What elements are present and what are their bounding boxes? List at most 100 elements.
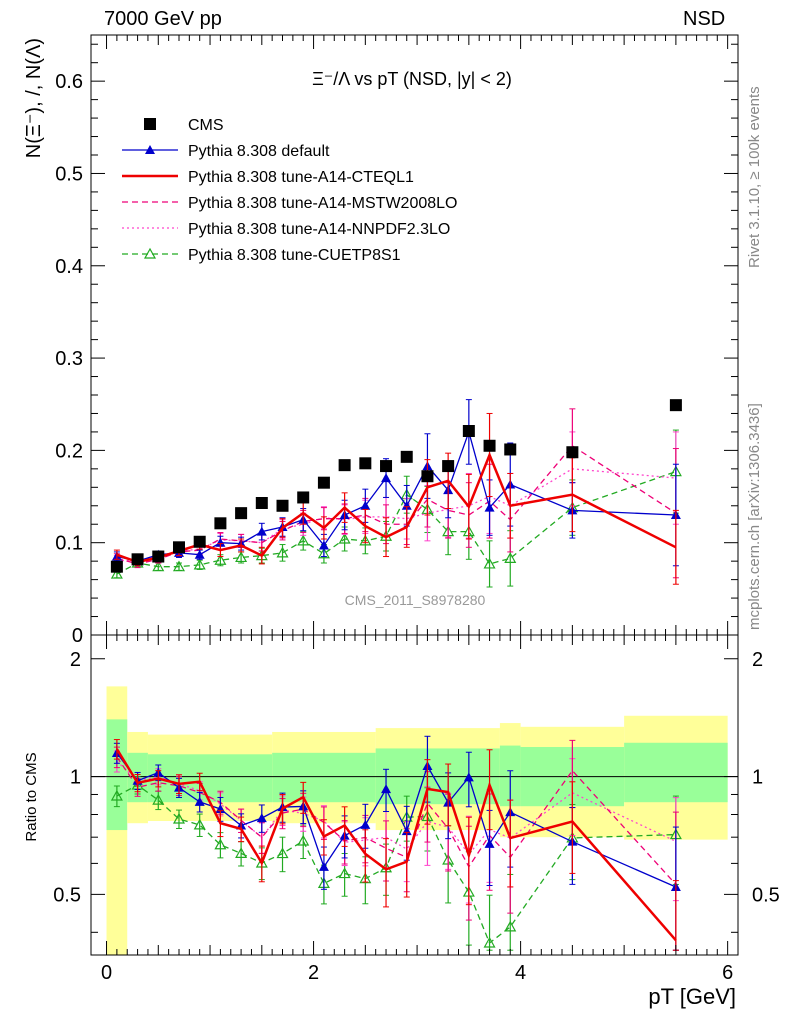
- ratio-frame: [90, 634, 739, 956]
- mc-point: [214, 553, 227, 565]
- mc-point: [214, 838, 227, 850]
- analysis-watermark: CMS_2011_S8978280: [345, 592, 486, 608]
- mc-point: [143, 247, 157, 259]
- series-line: [116, 451, 677, 564]
- legend-label: Pythia 8.308 tune-A14-MSTW2008LO: [188, 195, 457, 212]
- cms-data-point: [131, 553, 144, 566]
- mc-point: [360, 500, 371, 510]
- legend-label: Pythia 8.308 tune-CUETP8S1: [188, 247, 401, 264]
- mc-point: [194, 796, 205, 806]
- mc-point: [338, 867, 351, 879]
- uncertainty-band-green: [106, 719, 128, 831]
- x-axis-title: pT [GeV]: [648, 984, 736, 1009]
- cms-data-point: [317, 476, 330, 489]
- series-line: [116, 471, 677, 575]
- ratio-y-tick-label: 1: [70, 767, 81, 789]
- mc-point: [235, 551, 248, 563]
- mc-point: [152, 560, 165, 572]
- mc-point: [504, 552, 517, 563]
- mc-point: [483, 557, 496, 569]
- series-line: [116, 429, 676, 562]
- mc-point: [193, 558, 206, 570]
- cms-data-point: [462, 425, 475, 437]
- ratio-series-line: [116, 756, 677, 885]
- cms-data-point: [276, 499, 289, 512]
- mc-point: [338, 532, 351, 544]
- cms-data-point: [193, 535, 206, 548]
- y-tick-label: 0.1: [55, 533, 83, 555]
- cms-data-point: [400, 450, 413, 463]
- mc-point: [401, 826, 412, 836]
- y-tick-label: 0: [72, 625, 83, 647]
- mc-point: [193, 818, 206, 830]
- process-label: NSD: [683, 8, 726, 30]
- mc-point: [504, 920, 517, 932]
- y-tick-label: 0.2: [55, 440, 83, 462]
- cms-data-point: [359, 457, 372, 470]
- legend-label: CMS: [188, 117, 224, 134]
- cms-data-point: [214, 517, 227, 530]
- plot-title: Ξ⁻/Λ vs pT (NSD, |y| < 2): [312, 69, 512, 89]
- legend-label: Pythia 8.308 tune-A14-NNPDF2.3LO: [188, 221, 450, 238]
- cms-data-point: [421, 470, 434, 483]
- cms-data-point: [566, 446, 579, 459]
- mc-point: [256, 526, 267, 536]
- cms-data-point: [172, 541, 185, 554]
- y-axis-title: N(Ξ⁻), /, N(Λ): [23, 38, 45, 158]
- series-line: [116, 444, 677, 565]
- mc-point: [317, 547, 330, 559]
- mc-point: [484, 838, 495, 848]
- cms-data-point: [297, 491, 310, 504]
- mc-point: [145, 145, 155, 154]
- y-tick-label: 0.4: [55, 256, 83, 278]
- main-plot-area: [110, 399, 682, 588]
- ratio-y-tick-label-right: 1: [752, 767, 763, 789]
- mc-point: [360, 819, 371, 829]
- cms-data-point: [669, 399, 682, 412]
- mc-point: [484, 502, 495, 512]
- cms-data-point: [380, 460, 393, 473]
- ratio-series-line: [116, 784, 676, 945]
- cms-data-point: [338, 459, 351, 472]
- mc-point: [172, 560, 186, 572]
- mc-point: [235, 847, 248, 858]
- mc-point: [215, 537, 226, 547]
- x-tick-label: 0: [101, 962, 112, 984]
- ratio-y-tick-label-right: 2: [752, 649, 763, 671]
- mc-point: [359, 872, 372, 884]
- x-tick-label: 4: [515, 962, 526, 984]
- cms-data-point: [152, 550, 165, 563]
- uncertainty-band-green: [147, 754, 273, 803]
- ratio-series-line: [116, 752, 677, 888]
- ratio-series-line: [115, 748, 677, 942]
- mc-point: [401, 500, 412, 510]
- ratio-y-tick-label-right: 0.5: [752, 884, 780, 906]
- mc-point: [463, 772, 474, 782]
- mc-point: [276, 546, 289, 558]
- cms-data-point: [504, 443, 517, 456]
- legend-label: Pythia 8.308 default: [188, 143, 330, 160]
- ratio-y-axis-title: Ratio to CMS: [23, 752, 40, 841]
- mc-point: [110, 789, 123, 801]
- y-tick-label: 0.3: [55, 348, 83, 370]
- ratio-y-tick-label: 0.5: [53, 884, 81, 906]
- mc-point: [483, 936, 496, 948]
- cms-data-point: [110, 560, 123, 573]
- mc-point: [381, 784, 392, 794]
- collision-label: 7000 GeV pp: [104, 8, 222, 30]
- mc-point: [172, 812, 186, 824]
- x-tick-label: 2: [308, 962, 319, 984]
- mc-point: [318, 861, 329, 871]
- y-tick-label: 0.5: [55, 163, 83, 185]
- uncertainty-band-green: [624, 742, 728, 803]
- cms-data-point: [144, 118, 156, 130]
- y-tick-label: 0.6: [55, 71, 83, 93]
- mc-point: [152, 793, 165, 805]
- ratio-plot-area: [91, 686, 738, 955]
- mc-point: [256, 813, 267, 823]
- uncertainty-band-green: [272, 752, 376, 803]
- cms-data-point: [255, 497, 268, 509]
- ratio-y-tick-label: 2: [70, 649, 81, 671]
